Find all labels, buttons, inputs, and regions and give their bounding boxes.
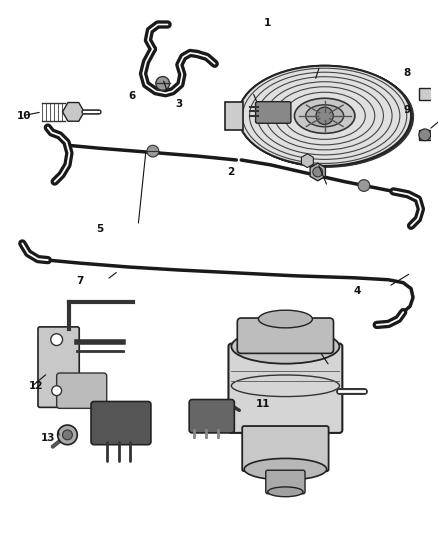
Text: 10: 10 — [17, 111, 32, 122]
FancyBboxPatch shape — [237, 318, 333, 353]
Text: 8: 8 — [403, 68, 411, 78]
Text: 4: 4 — [354, 286, 361, 296]
FancyBboxPatch shape — [419, 88, 434, 100]
Ellipse shape — [258, 310, 312, 328]
Circle shape — [52, 386, 62, 395]
Text: 6: 6 — [128, 92, 135, 101]
Ellipse shape — [294, 98, 355, 133]
Text: 11: 11 — [256, 399, 270, 409]
FancyBboxPatch shape — [38, 327, 79, 407]
Circle shape — [51, 334, 63, 345]
Circle shape — [313, 167, 323, 177]
Text: 2: 2 — [227, 167, 234, 177]
FancyBboxPatch shape — [255, 102, 291, 123]
Text: 7: 7 — [77, 276, 84, 286]
FancyBboxPatch shape — [229, 344, 343, 433]
Text: 3: 3 — [176, 99, 183, 109]
FancyBboxPatch shape — [419, 130, 431, 140]
Circle shape — [358, 180, 370, 191]
Ellipse shape — [306, 105, 344, 127]
FancyBboxPatch shape — [189, 400, 234, 433]
Text: 13: 13 — [41, 433, 55, 443]
Ellipse shape — [231, 329, 339, 364]
Circle shape — [58, 425, 77, 445]
Ellipse shape — [244, 458, 327, 480]
Circle shape — [63, 430, 72, 440]
Circle shape — [156, 77, 170, 90]
FancyBboxPatch shape — [91, 401, 151, 445]
Text: 1: 1 — [264, 18, 271, 28]
FancyBboxPatch shape — [225, 102, 243, 130]
Ellipse shape — [268, 487, 303, 497]
Text: 9: 9 — [403, 104, 410, 115]
Circle shape — [147, 146, 159, 157]
Circle shape — [419, 129, 431, 141]
FancyBboxPatch shape — [57, 373, 107, 408]
FancyBboxPatch shape — [266, 470, 305, 494]
Circle shape — [316, 107, 333, 124]
Text: 5: 5 — [96, 224, 103, 234]
Ellipse shape — [238, 66, 411, 166]
Text: 12: 12 — [29, 381, 43, 391]
FancyBboxPatch shape — [242, 426, 328, 471]
